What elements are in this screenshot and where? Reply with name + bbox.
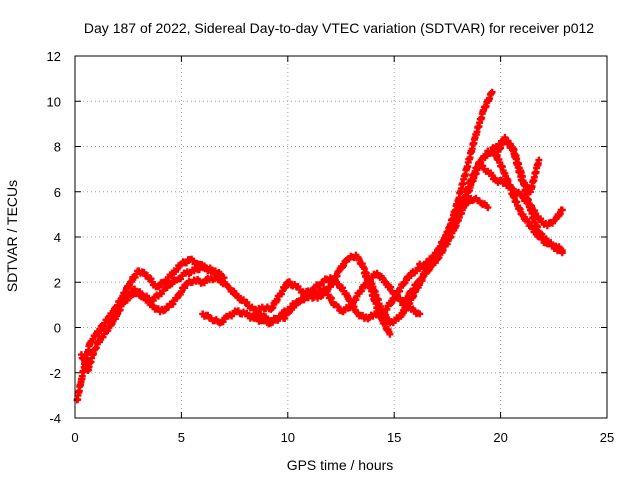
data-point xyxy=(379,274,387,282)
tick-labels: 0 5 10 15 20 25 -4 -2 0 2 4 6 8 10 12 xyxy=(47,49,615,445)
data-point xyxy=(524,197,532,205)
plot-frame xyxy=(74,55,608,419)
data-point xyxy=(169,300,177,308)
data-series xyxy=(73,88,566,404)
data-point xyxy=(340,262,348,269)
chart-title: Day 187 of 2022, Sidereal Day-to-day VTE… xyxy=(84,20,594,36)
data-point xyxy=(334,303,342,311)
series-track-6 xyxy=(280,269,424,322)
y-tick-label: 10 xyxy=(47,94,61,109)
grid-lines xyxy=(75,56,607,418)
series-track-10 xyxy=(416,161,566,273)
series-track-11 xyxy=(492,133,543,196)
data-point xyxy=(292,301,299,309)
data-point xyxy=(416,310,424,318)
x-tick-label: 5 xyxy=(178,430,185,445)
data-point xyxy=(401,279,409,287)
data-point xyxy=(269,318,276,326)
series-track-4 xyxy=(199,251,394,338)
data-point xyxy=(173,265,181,273)
series-track-12 xyxy=(484,147,566,255)
data-point xyxy=(558,206,566,214)
y-tick-label: 2 xyxy=(54,275,61,290)
data-point xyxy=(145,297,153,305)
x-tick-label: 10 xyxy=(281,430,295,445)
y-axis-label: SDTVAR / TECUs xyxy=(4,180,20,292)
y-tick-label: -4 xyxy=(49,411,61,426)
x-tick-label: 15 xyxy=(387,430,401,445)
data-point xyxy=(538,235,546,243)
data-point xyxy=(558,247,566,255)
series-track-7 xyxy=(360,88,496,327)
x-tick-label: 25 xyxy=(600,430,614,445)
x-tick-label: 0 xyxy=(71,430,78,445)
y-tick-label: 12 xyxy=(47,49,61,64)
data-point xyxy=(332,277,339,284)
y-tick-label: 8 xyxy=(54,140,61,155)
y-tick-label: 6 xyxy=(54,185,61,200)
y-tick-label: 0 xyxy=(54,321,61,336)
y-tick-label: 4 xyxy=(54,230,61,245)
data-point xyxy=(230,287,238,295)
data-point xyxy=(427,262,435,270)
data-point xyxy=(219,318,227,326)
x-tick-label: 20 xyxy=(493,430,507,445)
data-point xyxy=(386,330,394,338)
data-point xyxy=(484,204,492,212)
y-tick-label: -2 xyxy=(49,366,61,381)
data-point xyxy=(488,88,496,96)
data-point xyxy=(535,156,543,164)
x-axis-label: GPS time / hours xyxy=(287,457,394,473)
data-point xyxy=(128,277,135,285)
data-point xyxy=(234,292,242,300)
